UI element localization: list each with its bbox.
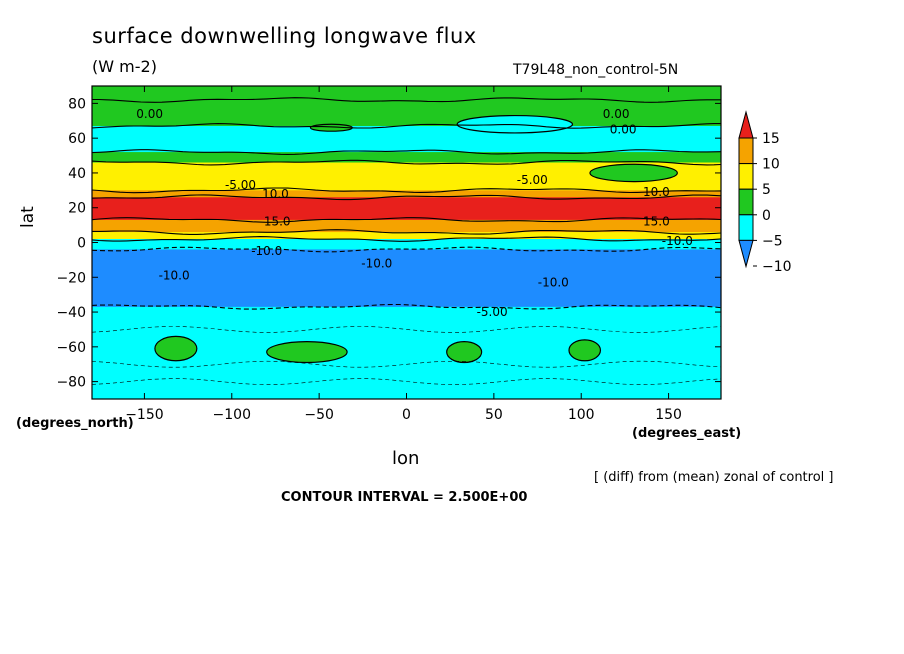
- contour-line-8: [92, 229, 721, 235]
- y-axis-units: (degrees_north): [16, 416, 134, 431]
- contour-label-11: -10.0: [662, 234, 693, 248]
- contour-line-south-0: [92, 326, 721, 333]
- x-axis: −150 −100 −50 0 50 100 150: [125, 86, 682, 423]
- patch-6: [589, 163, 678, 183]
- contour-line-5: [92, 187, 721, 194]
- contour-label-1: 0.00: [603, 107, 630, 121]
- patch-1: [266, 341, 348, 364]
- y-tick-label-6: −40: [56, 305, 86, 321]
- colorbar-extend-bottom: [738, 239, 754, 269]
- contour-lines: [92, 97, 721, 385]
- patch-3: [568, 339, 602, 362]
- y-tick-label-7: −60: [56, 340, 86, 356]
- x-tick-label-1: −100: [213, 407, 251, 423]
- contour-line-6: [92, 194, 721, 201]
- patch-2: [446, 341, 483, 364]
- contour-label-5: 10.0: [262, 187, 289, 201]
- contour-label-8: 15.0: [643, 215, 670, 229]
- contour-line-9: [92, 236, 721, 242]
- colorbar-label-5: −10: [762, 259, 792, 275]
- contour-line-3: [92, 149, 721, 155]
- colorbar-segment-4: [738, 214, 754, 241]
- contour-interval: CONTOUR INTERVAL = 2.500E+00: [281, 490, 528, 505]
- y-tick-label-8: −80: [56, 375, 86, 391]
- contour-label-9: -10.0: [251, 244, 282, 258]
- band-6: [92, 197, 721, 221]
- diff-note: [ (diff) from (mean) zonal of control ]: [594, 470, 834, 485]
- y-tick-label-5: −20: [56, 270, 86, 286]
- band-9: [92, 239, 721, 250]
- x-tick-label-6: 150: [655, 407, 682, 423]
- chart-units: (W m-2): [92, 57, 157, 76]
- chart-title: surface downwelling longwave flux: [92, 24, 477, 48]
- colorbar-segment-2: [738, 163, 754, 190]
- contour-label-4: -5.00: [517, 173, 548, 187]
- band-0: [92, 86, 721, 101]
- y-tick-label-4: 0: [77, 236, 86, 252]
- x-axis-units: (degrees_east): [632, 426, 742, 441]
- contour-label-12: -10.0: [159, 269, 190, 283]
- band-10: [92, 249, 721, 308]
- colorbar-segment-3: [738, 188, 754, 216]
- colorbar-label-4: −5: [762, 233, 783, 249]
- contour-line-south-1: [92, 360, 721, 368]
- contour-label-13: -10.0: [538, 275, 569, 289]
- y-axis: 80 60 40 20 0 −20 −40 −60 −80: [56, 96, 721, 391]
- y-tick-label-1: 60: [68, 131, 86, 147]
- colorbar-label-3: 0: [762, 208, 771, 224]
- contour-label-10: -10.0: [361, 256, 392, 270]
- filled-contour-bands: [92, 86, 721, 399]
- y-tick-label-0: 80: [68, 96, 86, 112]
- contour-patches: [154, 114, 678, 364]
- y-tick-label-3: 20: [68, 201, 86, 217]
- y-tick-label-2: 40: [68, 166, 86, 182]
- band-2: [92, 125, 721, 153]
- contour-label-7: 15.0: [264, 215, 291, 229]
- contour-line-11: [92, 303, 721, 310]
- run-label: T79L48_non_control-5N: [513, 62, 679, 78]
- colorbar-label-0: 15: [762, 131, 780, 147]
- contour-label-3: -5.00: [225, 178, 256, 192]
- contour-line-10: [92, 246, 721, 253]
- contour-line-south-2: [92, 378, 721, 385]
- band-5: [92, 190, 721, 198]
- band-8: [92, 232, 721, 240]
- x-axis-label: lon: [392, 448, 420, 469]
- contour-line-7: [92, 217, 721, 223]
- patch-0: [154, 335, 198, 362]
- x-tick-label-4: 50: [485, 407, 503, 423]
- colorbar-segment-1: [738, 137, 754, 165]
- x-tick-label-3: 0: [402, 407, 411, 423]
- x-tick-label-0: −150: [125, 407, 163, 423]
- band-3: [92, 152, 721, 164]
- contour-line-1: [92, 97, 721, 103]
- colorbar: 15 10 5 0 −5 −10: [738, 110, 792, 275]
- colorbar-extend-top: [738, 110, 754, 139]
- contour-label-2: 0.00: [610, 122, 637, 136]
- band-1: [92, 99, 721, 127]
- band-7: [92, 219, 721, 233]
- colorbar-label-1: 10: [762, 157, 780, 173]
- contour-label-14: -5.00: [477, 305, 508, 319]
- contour-label-0: 0.00: [136, 107, 163, 121]
- contour-line-2: [92, 123, 721, 129]
- x-tick-label-5: 100: [568, 407, 595, 423]
- x-tick-label-2: −50: [304, 407, 334, 423]
- contour-label-6: 10.0: [643, 185, 670, 199]
- colorbar-label-2: 5: [762, 182, 771, 198]
- contour-line-4: [92, 159, 721, 166]
